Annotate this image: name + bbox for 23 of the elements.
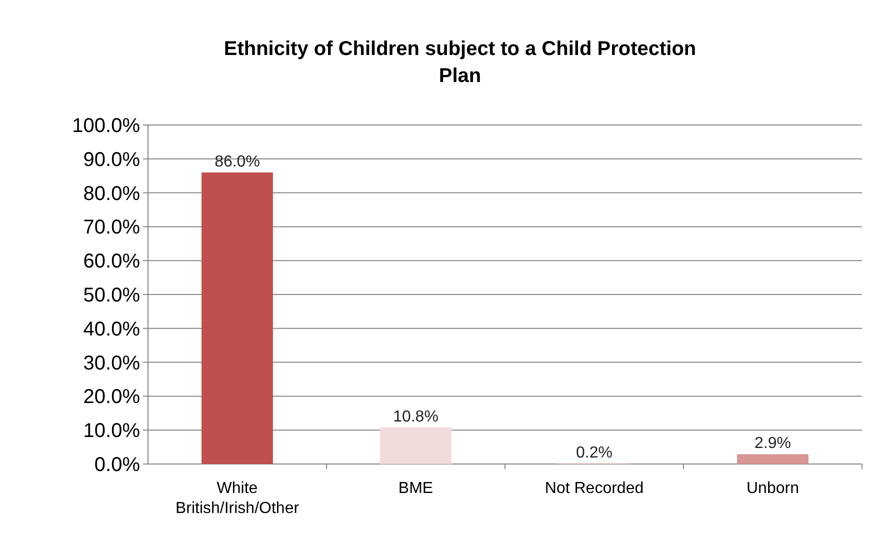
y-tick-label: 100.0%: [72, 115, 140, 137]
x-tick-label: White British/Irish/Other: [175, 480, 300, 517]
y-tick-label: 80.0%: [83, 182, 140, 205]
y-tick-label: 20.0%: [83, 386, 140, 408]
y-tick-label: 70.0%: [83, 216, 140, 239]
data-label: 0.2%: [576, 444, 612, 462]
data-label: 2.9%: [754, 435, 791, 452]
y-tick-label: 30.0%: [83, 352, 140, 374]
x-tick-label: Unborn: [746, 480, 799, 497]
bar: [737, 454, 808, 464]
chart-title: Ethnicity of Children subject to a Child Protection Plan: [224, 38, 696, 87]
bar: [380, 427, 452, 464]
y-tick-label: 40.0%: [83, 318, 140, 340]
x-tick-label: Not Recorded: [544, 480, 644, 497]
y-tick-label: 0.0%: [94, 454, 140, 476]
y-tick-label: 90.0%: [83, 148, 140, 171]
y-tick-label: 50.0%: [83, 284, 140, 306]
data-label: 86.0%: [214, 153, 260, 170]
y-tick-label: 60.0%: [83, 250, 140, 273]
data-label: 10.8%: [393, 408, 438, 426]
x-tick-label: BME: [398, 480, 434, 497]
y-tick-label: 10.0%: [83, 420, 140, 442]
bar: [202, 172, 273, 464]
